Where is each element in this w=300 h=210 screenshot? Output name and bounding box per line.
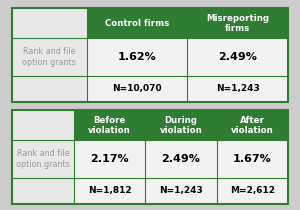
Text: 1.62%: 1.62% [118,52,156,62]
Text: Before
violation: Before violation [88,116,131,135]
Bar [86,76,187,102]
Bar [12,76,86,102]
Bar [187,76,288,102]
Text: Control firms: Control firms [105,19,169,28]
Text: N=1,243: N=1,243 [159,186,203,195]
Bar [12,38,86,76]
Bar [12,140,74,177]
Bar [86,38,187,76]
Bar [74,140,145,177]
Bar [145,110,217,140]
Bar [74,110,145,140]
Text: After
violation: After violation [231,116,274,135]
Text: During
violation: During violation [160,116,202,135]
Bar [12,8,288,102]
Text: M=2,612: M=2,612 [230,186,275,195]
Bar [12,110,288,204]
Text: N=1,243: N=1,243 [216,84,260,93]
Bar [12,177,74,204]
Text: 2.17%: 2.17% [90,154,129,164]
Bar [74,177,145,204]
Bar [145,140,217,177]
Bar [145,177,217,204]
Bar [217,177,288,204]
Text: Rank and file
option grants: Rank and file option grants [16,149,70,169]
Bar [12,110,74,140]
Bar [217,140,288,177]
Text: N=1,812: N=1,812 [88,186,131,195]
Bar [187,8,288,38]
Bar [12,8,86,38]
Text: Misreporting
firms: Misreporting firms [206,14,269,33]
Bar [187,38,288,76]
Text: 2.49%: 2.49% [218,52,257,62]
Text: 1.67%: 1.67% [233,154,272,164]
Text: Rank and file
option grants: Rank and file option grants [22,47,76,67]
Bar [86,8,187,38]
Text: N=10,070: N=10,070 [112,84,162,93]
Bar [217,110,288,140]
Text: 2.49%: 2.49% [161,154,200,164]
